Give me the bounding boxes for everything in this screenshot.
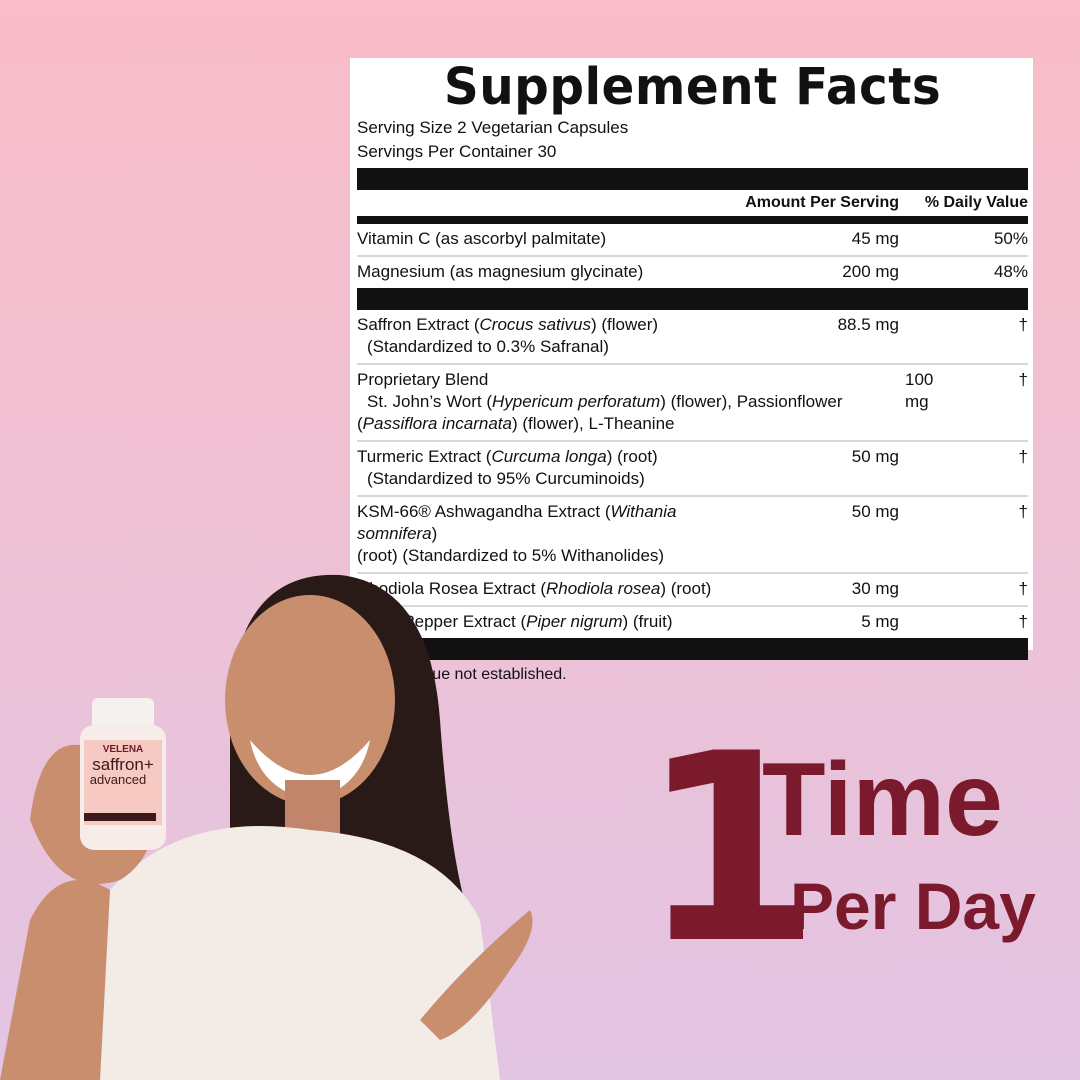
nutrient-row: Magnesium (as magnesium glycinate) 200 mg… — [357, 255, 1028, 288]
amount-header: Amount Per Serving — [745, 194, 899, 211]
bottle-brand: VELENA — [103, 744, 144, 755]
ingredient-row: Saffron Extract (Crocus sativus) (flower… — [357, 315, 1028, 356]
woman-with-bottle-photo: VELENA saffron+ advanced — [0, 574, 533, 1080]
nutrient-row: Vitamin C (as ascorbyl palmitate) 45 mg 50… — [357, 229, 1028, 248]
supplement-facts-panel: Supplement Facts Serving Size 2 Vegetari… — [350, 58, 1033, 683]
divider — [357, 638, 1028, 660]
bottle-name: saffron+ — [92, 755, 154, 774]
headline-per-day: Per Day — [790, 869, 1036, 943]
headline-time: Time — [762, 742, 1003, 858]
ingredient-row: Proprietary Blend St. John’s Wort (Hyperi… — [357, 363, 1028, 440]
bottle-sub: advanced — [90, 772, 146, 787]
ingredient-row: Rhodiola Rosea Extract (Rhodiola rosea) … — [357, 572, 1028, 605]
divider — [357, 168, 1028, 190]
serving-size: Serving Size 2 Vegetarian Capsules — [357, 118, 629, 137]
servings-per-container: Servings Per Container 30 — [357, 142, 557, 161]
panel-title: Supplement Facts — [443, 58, 942, 117]
ingredient-row: KSM-66® Ashwagandha Extract (Withania so… — [357, 495, 1028, 572]
divider — [357, 288, 1028, 310]
headline-number: 1 — [640, 699, 821, 1001]
column-header: Amount Per Serving % Daily Value — [357, 190, 1028, 216]
ingredient-row: Turmeric Extract (Curcuma longa) (root)(… — [357, 440, 1028, 495]
divider — [357, 216, 1028, 224]
product-bottle: VELENA saffron+ advanced — [80, 698, 166, 850]
dv-header: % Daily Value — [924, 194, 1028, 211]
